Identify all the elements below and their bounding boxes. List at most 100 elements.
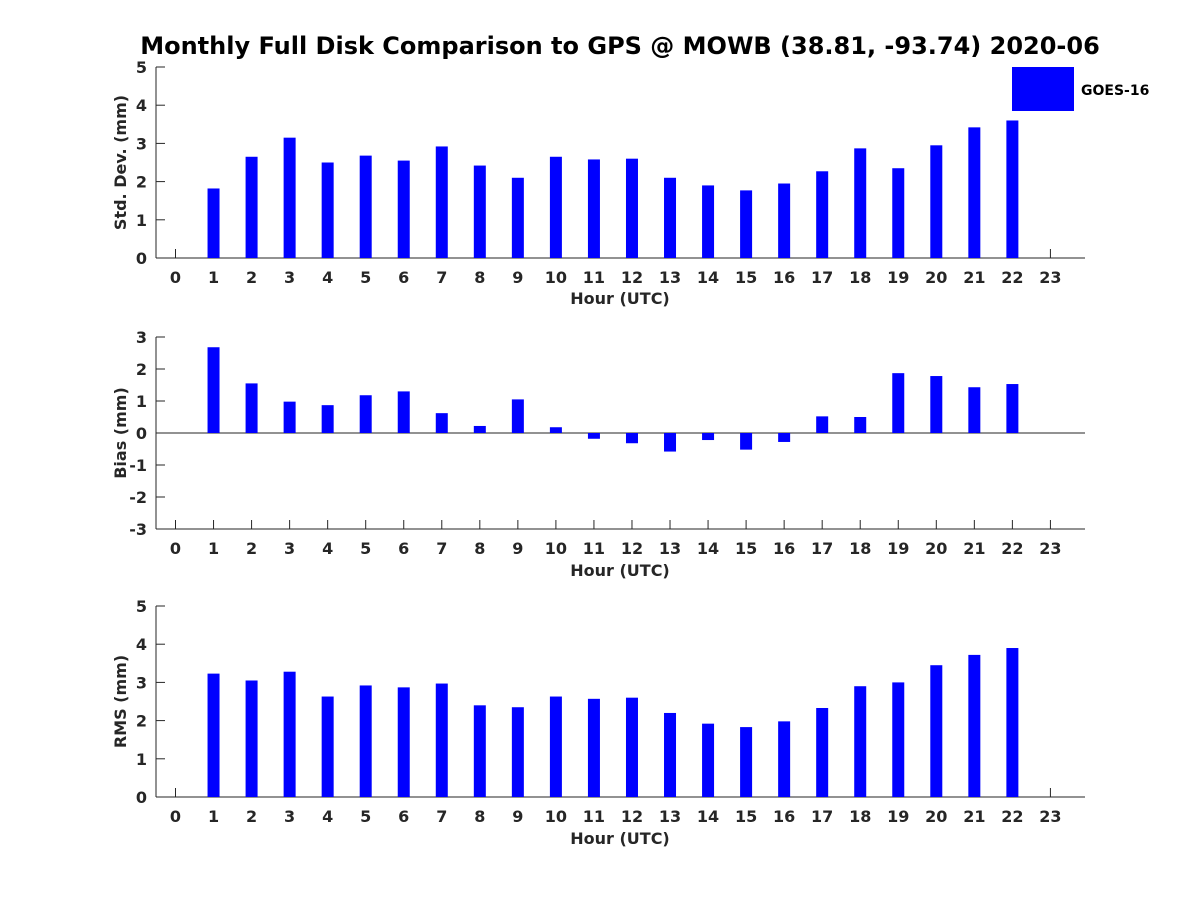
y-tick-label: 1 <box>136 392 147 411</box>
x-tick-label: 16 <box>773 807 795 826</box>
y-tick-label: -3 <box>129 520 147 539</box>
x-tick-label: 19 <box>887 539 909 558</box>
bar <box>968 127 981 258</box>
x-tick-label: 3 <box>284 539 295 558</box>
bar <box>549 156 562 258</box>
bar <box>397 391 410 433</box>
bar <box>207 347 220 433</box>
x-tick-label: 23 <box>1039 268 1061 287</box>
x-tick-label: 13 <box>659 268 681 287</box>
bar <box>511 707 524 797</box>
x-tick-label: 18 <box>849 807 871 826</box>
x-tick-label: 16 <box>773 539 795 558</box>
x-tick-label: 8 <box>474 539 485 558</box>
x-tick-label: 19 <box>887 807 909 826</box>
bar <box>245 156 258 258</box>
y-tick-label: 1 <box>136 750 147 769</box>
bar <box>587 159 600 258</box>
bar <box>245 680 258 797</box>
bar <box>930 376 943 433</box>
x-tick-label: 22 <box>1001 539 1023 558</box>
x-tick-label: 8 <box>474 807 485 826</box>
x-tick-label: 1 <box>208 268 219 287</box>
bar <box>245 383 258 433</box>
bar <box>473 165 486 258</box>
y-tick-label: -1 <box>129 456 147 475</box>
y-tick-label: 5 <box>136 597 147 616</box>
bar <box>702 723 715 797</box>
x-tick-label: 10 <box>545 268 567 287</box>
x-tick-label: 15 <box>735 807 757 826</box>
y-tick-label: 0 <box>136 424 147 443</box>
y-tick-label: 3 <box>136 134 147 153</box>
x-tick-label: 7 <box>436 807 447 826</box>
y-tick-label: 5 <box>136 58 147 77</box>
bar <box>930 145 943 258</box>
bar <box>435 146 448 258</box>
bar <box>207 188 220 258</box>
bar <box>359 395 372 433</box>
x-axis-label: Hour (UTC) <box>570 289 670 308</box>
bar <box>702 433 715 441</box>
bar <box>397 687 410 797</box>
x-tick-label: 8 <box>474 268 485 287</box>
bar <box>740 190 753 258</box>
bar <box>207 673 220 797</box>
bar <box>702 185 715 258</box>
x-tick-label: 16 <box>773 268 795 287</box>
x-tick-label: 6 <box>398 807 409 826</box>
y-tick-label: 0 <box>136 788 147 807</box>
x-tick-label: 18 <box>849 539 871 558</box>
x-tick-label: 7 <box>436 268 447 287</box>
x-tick-label: 5 <box>360 807 371 826</box>
x-tick-label: 21 <box>963 268 985 287</box>
bar <box>587 433 600 439</box>
bar <box>321 696 334 797</box>
x-tick-label: 19 <box>887 268 909 287</box>
x-tick-label: 12 <box>621 268 643 287</box>
y-axis-label: Bias (mm) <box>111 387 130 479</box>
x-tick-label: 20 <box>925 268 947 287</box>
bar <box>816 707 829 797</box>
x-tick-label: 18 <box>849 268 871 287</box>
bar <box>778 433 791 442</box>
x-tick-label: 20 <box>925 807 947 826</box>
x-tick-label: 20 <box>925 539 947 558</box>
x-tick-label: 17 <box>811 807 833 826</box>
bar <box>664 712 677 797</box>
bar <box>816 416 829 433</box>
x-tick-label: 1 <box>208 807 219 826</box>
bar <box>664 177 677 258</box>
x-tick-label: 0 <box>170 268 181 287</box>
bar <box>968 654 981 797</box>
x-tick-label: 6 <box>398 268 409 287</box>
x-tick-label: 15 <box>735 268 757 287</box>
x-tick-label: 23 <box>1039 539 1061 558</box>
x-tick-label: 9 <box>512 268 523 287</box>
bar <box>549 427 562 433</box>
bar <box>473 425 486 433</box>
bar <box>740 727 753 797</box>
bar <box>778 721 791 797</box>
x-tick-label: 15 <box>735 539 757 558</box>
bar <box>283 401 296 433</box>
legend-swatch <box>1012 67 1074 111</box>
x-tick-label: 12 <box>621 807 643 826</box>
y-tick-label: 2 <box>136 173 147 192</box>
bar <box>1006 648 1019 797</box>
x-tick-label: 10 <box>545 807 567 826</box>
x-tick-label: 17 <box>811 539 833 558</box>
bar <box>587 698 600 797</box>
x-tick-label: 4 <box>322 539 333 558</box>
y-tick-label: 0 <box>136 249 147 268</box>
bar <box>321 405 334 433</box>
bar <box>930 665 943 797</box>
legend: GOES-16 <box>1012 67 1149 111</box>
x-tick-label: 1 <box>208 539 219 558</box>
bar <box>664 433 677 452</box>
y-tick-label: 2 <box>136 360 147 379</box>
x-tick-label: 3 <box>284 268 295 287</box>
x-tick-label: 13 <box>659 539 681 558</box>
y-tick-label: 3 <box>136 328 147 347</box>
